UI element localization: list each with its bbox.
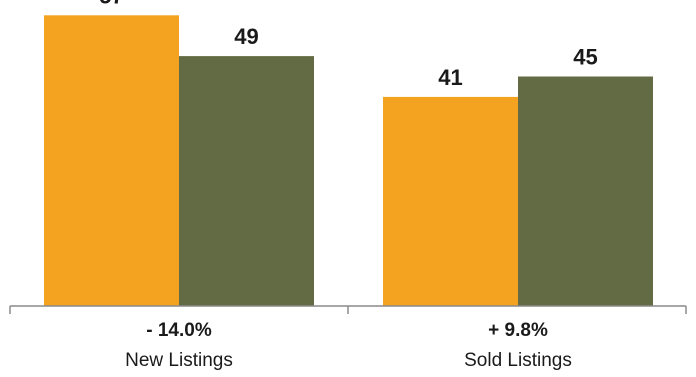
change-label: + 9.8%: [488, 320, 548, 341]
bar-sold-listings-series-1: [383, 96, 518, 307]
category-labels-group: - 14.0% New Listings + 9.8% Sold Listings: [125, 320, 572, 371]
change-label: - 14.0%: [146, 320, 212, 341]
category-label: New Listings: [125, 350, 233, 371]
data-label: 49: [234, 24, 258, 49]
bar-sold-listings-series-2: [518, 76, 653, 306]
x-axis-ticks-group: [9, 306, 687, 314]
data-label: 57: [99, 0, 123, 8]
bars-group: [44, 15, 653, 307]
category-label: Sold Listings: [464, 350, 572, 371]
data-label: 41: [438, 65, 462, 90]
bar-new-listings-series-2: [179, 56, 314, 306]
bar-new-listings-series-1: [44, 15, 179, 307]
data-label: 45: [573, 45, 597, 70]
value-labels-group: 57 49 41 45: [99, 0, 597, 90]
